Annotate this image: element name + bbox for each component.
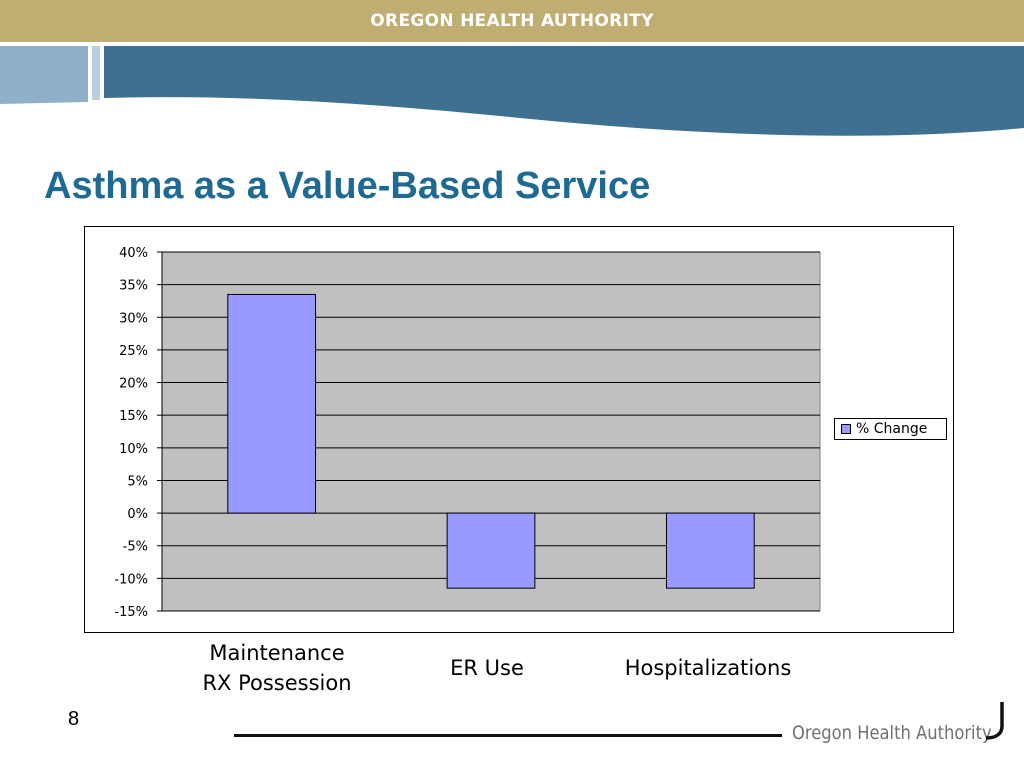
bar [665,512,755,589]
y-tick-label: 40% [119,246,148,261]
y-tick-label: 25% [119,344,148,359]
banner-mid-band [92,46,100,100]
bar-chart: 40% 35% 30% 25% 20% 15% 10% 5% 0% -5% -10% -15% [114,246,821,620]
y-tick-label: 30% [119,311,148,326]
page-number: 8 [68,708,80,730]
y-tick-label: -15% [114,605,148,620]
legend-swatch [841,424,851,434]
org-name: OREGON HEALTH AUTHORITY [370,11,654,31]
legend-label: % Change [856,421,928,437]
y-tick-label: -10% [114,572,148,587]
banner-light-band [0,46,88,104]
header-bar: OREGON HEALTH AUTHORITY [0,0,1024,42]
footer-rule [234,734,782,737]
y-tick-label: 15% [119,409,148,424]
banner-dark-band [104,46,1024,136]
chart-legend: % Change [834,418,947,440]
y-tick-label: 0% [127,507,148,522]
bar [446,512,536,589]
category-label-er-use: ER Use [450,656,524,680]
y-tick-label: 5% [127,474,148,489]
chart-frame: 40% 35% 30% 25% 20% 15% 10% 5% 0% -5% -10% -15% [84,226,954,633]
logo-hook-icon [985,702,1004,740]
y-tick-label: 35% [119,279,148,294]
y-tick-label: -5% [123,540,148,555]
page-title: Asthma as a Value-Based Service [44,165,651,207]
category-label-hospitalizations: Hospitalizations [624,656,792,680]
bar [227,293,317,514]
y-tick-label: 20% [119,377,148,392]
category-label-maintenance: Maintenance RX Possession [202,641,352,695]
header-banner [0,46,1024,136]
y-tick-label: 10% [119,442,148,457]
footer-logo-text: Oregon Health Authority [792,722,992,744]
